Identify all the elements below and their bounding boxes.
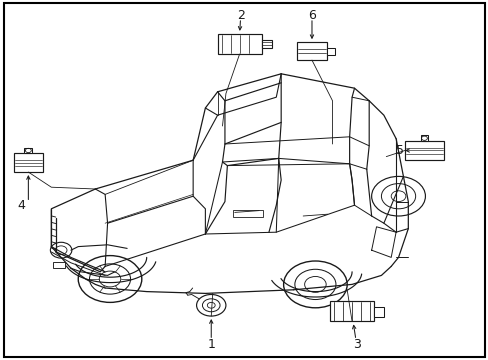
FancyBboxPatch shape <box>329 301 373 321</box>
FancyBboxPatch shape <box>24 148 32 153</box>
FancyBboxPatch shape <box>297 42 326 60</box>
Text: 5: 5 <box>395 144 403 157</box>
FancyBboxPatch shape <box>420 135 427 141</box>
FancyBboxPatch shape <box>373 307 383 317</box>
Text: 1: 1 <box>207 338 215 351</box>
Text: 3: 3 <box>352 338 360 351</box>
FancyBboxPatch shape <box>217 34 261 54</box>
FancyBboxPatch shape <box>404 141 443 160</box>
Text: 6: 6 <box>307 9 315 22</box>
Text: 4: 4 <box>17 199 25 212</box>
FancyBboxPatch shape <box>326 48 335 55</box>
FancyBboxPatch shape <box>14 153 43 172</box>
Text: 2: 2 <box>236 9 244 22</box>
FancyBboxPatch shape <box>261 40 272 48</box>
